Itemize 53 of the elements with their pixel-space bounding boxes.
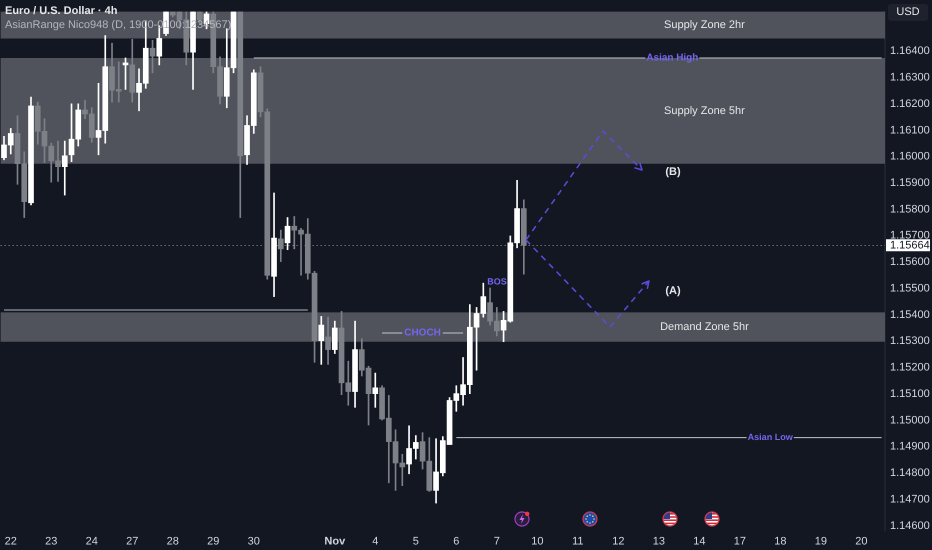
x-tick-label: 4 [372,536,378,548]
annotation: (A) [665,285,681,298]
x-tick-label: 28 [166,536,179,548]
x-tick-label: 29 [207,536,220,548]
ref-line-label: 1.15664 [890,240,930,252]
x-tick-label: 12 [612,536,624,548]
x-tick-label: 7 [494,536,500,548]
x-tick-label: 11 [572,536,584,548]
series-label: Asian Low [748,432,794,442]
y-tick-label: 1.14600 [890,520,930,532]
band-label: Supply Zone 5hr [664,104,746,117]
y-tick-label: 1.16400 [890,45,930,58]
series-label: CHOCH [404,328,441,339]
x-tick-label: 20 [855,536,868,548]
y-axis-title: USD [888,4,928,21]
band-label: Supply Zone 2hr [664,19,746,32]
x-tick-label: 23 [45,536,58,548]
y-tick-label: 1.16000 [890,150,930,163]
x-tick-label: 17 [734,536,746,548]
y-tick-label: 1.15400 [890,308,930,321]
y-tick-label: 1.15800 [890,203,930,216]
y-tick-label: 1.15600 [890,256,930,268]
y-tick-label: 1.15900 [890,177,930,190]
y-tick-label: 1.15700 [890,230,930,242]
x-tick-label: 10 [531,536,544,548]
y-tick-label: 1.16200 [890,98,930,110]
series-label: Asian High [646,52,698,64]
x-tick-label: 24 [86,536,98,548]
x-tick-label: 13 [652,536,665,548]
y-tick-label: 1.14800 [890,467,930,480]
y-tick-label: 1.15200 [890,362,930,374]
x-tick-label: 22 [4,536,17,548]
y-tick-label: 1.15500 [890,282,930,294]
band-label: Demand Zone 5hr [660,321,750,334]
x-tick-label: 18 [774,536,786,548]
chart-title: Euro / U.S. Dollar · 4h [5,5,118,17]
y-tick-label: 1.14700 [890,493,930,506]
x-tick-label: 30 [248,536,260,548]
x-tick-label: 5 [412,536,419,548]
x-tick-label: 14 [693,536,706,548]
y-tick-label: 1.14900 [890,440,930,453]
x-tick-label: Nov [324,536,346,548]
y-tick-label: 1.15100 [890,388,930,400]
y-tick-label: 1.16100 [890,124,930,136]
candlestick [122,58,128,90]
annotation: BOS [487,276,507,286]
y-tick-label: 1.15300 [890,335,930,348]
x-tick-label: 6 [453,536,460,548]
annotation: (B) [665,166,681,178]
x-tick-label: 19 [814,536,827,548]
x-tick-label: 27 [126,536,138,548]
y-tick-label: 1.15000 [890,414,930,426]
y-tick-label: 1.16300 [890,72,930,84]
